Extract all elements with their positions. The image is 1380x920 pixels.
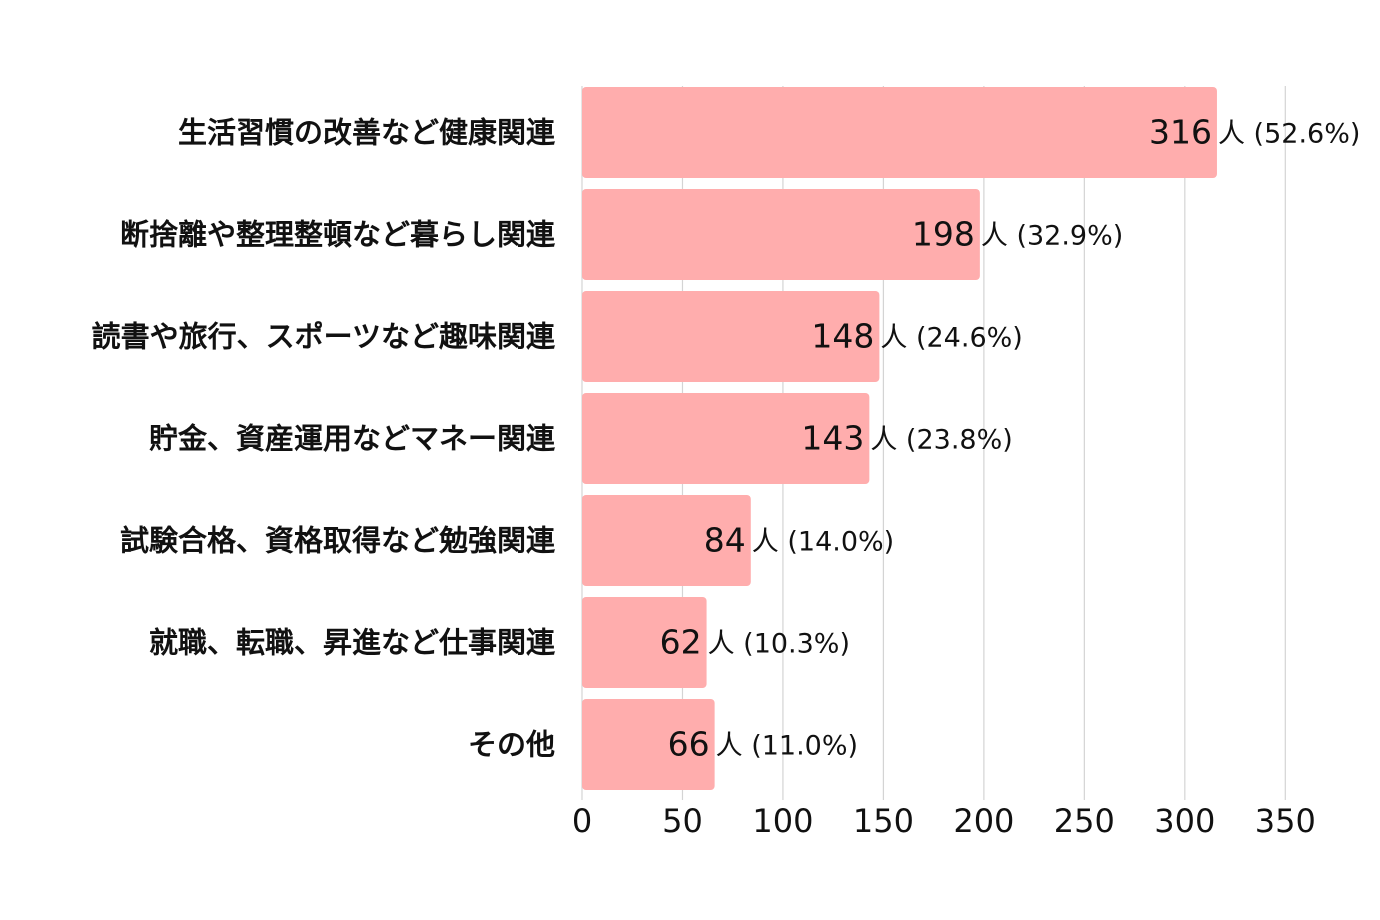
value-labels: 316 人 (52.6%)198 人 (32.9%)148 人 (24.6%)143 人… — [660, 113, 1361, 764]
x-tick-label: 250 — [1054, 802, 1115, 840]
data-label-value: 84 — [704, 521, 746, 560]
data-label-unit: 人 (23.8%) — [870, 425, 1012, 456]
category-label: 読書や旅行、スポーツなど趣味関連 — [92, 320, 556, 354]
x-tick-label: 200 — [953, 802, 1014, 840]
data-label-value: 316 — [1149, 113, 1212, 152]
category-label: 就職、転職、昇進など仕事関連 — [149, 626, 556, 660]
data-label-unit: 人 (32.9%) — [981, 221, 1123, 252]
category-label: 試験合格、資格取得など勉強関連 — [120, 524, 556, 558]
data-label-unit: 人 (14.0%) — [752, 527, 894, 558]
data-label-value: 62 — [660, 623, 702, 662]
data-label-unit: 人 (11.0%) — [716, 731, 858, 762]
data-label-value: 143 — [801, 419, 864, 458]
bar — [582, 393, 870, 484]
x-tick-label: 300 — [1154, 802, 1215, 840]
bar — [582, 495, 751, 586]
x-tick-label: 0 — [572, 802, 592, 840]
data-label-unit: 人 (10.3%) — [708, 629, 850, 660]
bar — [582, 699, 715, 790]
data-label-value: 66 — [668, 725, 710, 764]
category-label: 貯金、資産運用などマネー関連 — [149, 422, 556, 456]
data-label-unit: 人 (52.6%) — [1218, 119, 1360, 150]
category-labels: 生活習慣の改善など健康関連断捨離や整理整頓など暮らし関連読書や旅行、スポーツなど… — [92, 116, 556, 762]
category-label: 生活習慣の改善など健康関連 — [178, 116, 556, 150]
bar — [582, 291, 880, 382]
bar — [582, 597, 707, 688]
bar — [582, 189, 980, 280]
category-label: 断捨離や整理整頓など暮らし関連 — [120, 218, 556, 252]
data-label-value: 198 — [912, 215, 975, 254]
bars — [582, 87, 1217, 790]
x-axis-ticks: 0 50 100 150 200 250 300 350 — [572, 802, 1316, 840]
x-tick-label: 350 — [1255, 802, 1316, 840]
category-label: その他 — [468, 728, 555, 762]
x-tick-label: 100 — [752, 802, 813, 840]
data-label-unit: 人 (24.6%) — [880, 323, 1022, 354]
data-label-value: 148 — [811, 317, 874, 356]
x-tick-label: 50 — [662, 802, 703, 840]
x-tick-label: 150 — [853, 802, 914, 840]
bar — [582, 87, 1217, 178]
